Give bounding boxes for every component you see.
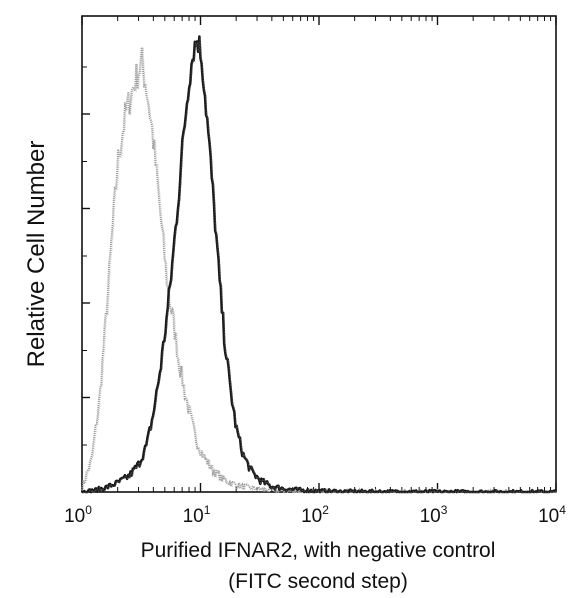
x-axis-label-line1: Purified IFNAR2, with negative control [141,539,496,562]
plot-frame [81,15,557,493]
x-axis-label-line2: (FITC second step) [228,570,408,593]
series-line-dark [81,35,557,494]
x-tick-label: 103 [420,503,448,527]
x-tick-label: 100 [64,503,92,527]
x-tick-label: 102 [301,503,329,527]
x-tick-label: 104 [538,503,566,527]
series-layer [81,35,558,495]
x-tick-label: 101 [183,503,211,527]
series-line-light-texture [82,47,558,494]
y-axis-label: Relative Cell Number [23,141,50,368]
x-tick-labels: 100 101 102 103 104 [64,503,566,527]
